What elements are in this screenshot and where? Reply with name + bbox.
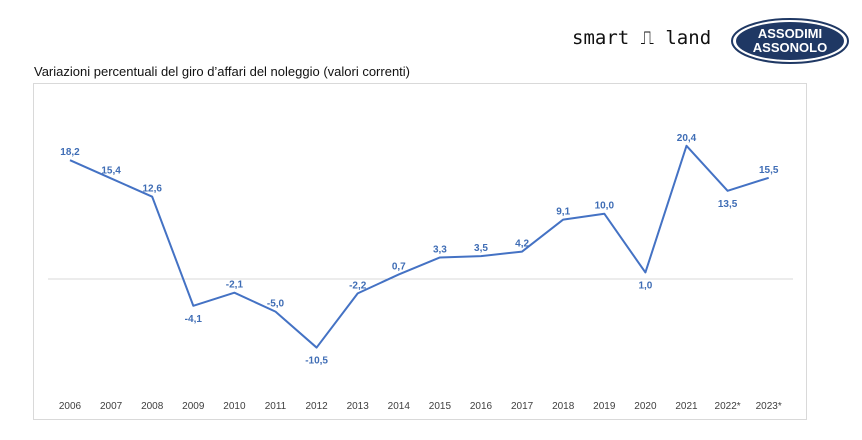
- x-axis-ticks: 2006 2007 2008 2009 2010 2011 2012 2013 2014 2015…: [59, 401, 782, 412]
- data-label: -5,0: [267, 299, 285, 310]
- x-tick-label: 2023*: [756, 401, 782, 412]
- x-tick-label: 2007: [100, 401, 123, 412]
- data-label: 1,0: [638, 280, 652, 291]
- series-line: [69, 144, 770, 349]
- brand-name: smart ⎍ land: [572, 27, 712, 49]
- x-tick-label: 2009: [182, 401, 205, 412]
- x-tick-label: 2013: [347, 401, 370, 412]
- x-tick-label: 2022*: [715, 401, 741, 412]
- data-label: 0,7: [392, 261, 406, 272]
- x-tick-label: 2014: [388, 401, 411, 412]
- data-label: -2,1: [226, 280, 244, 291]
- plot-area: [33, 83, 807, 420]
- data-label: 4,2: [515, 239, 529, 250]
- data-labels: 18,2 15,4 12,6 -4,1 -2,1 -5,0 -10,5 -2,2 0,7 3,3 3…: [60, 133, 779, 367]
- x-tick-label: 2020: [634, 401, 657, 412]
- x-tick-label: 2015: [429, 401, 452, 412]
- data-label: 9,1: [556, 207, 570, 218]
- x-tick-label: 2011: [265, 401, 287, 412]
- data-label: 15,5: [759, 165, 779, 176]
- chart-title: Variazioni percentuali del giro d’affari…: [34, 64, 410, 79]
- data-label: -4,1: [185, 314, 203, 325]
- data-label: 12,6: [142, 184, 162, 195]
- x-tick-label: 2017: [511, 401, 534, 412]
- assodimi-logo: ASSODIMI ASSONOLO: [730, 17, 850, 70]
- x-tick-label: 2010: [223, 401, 246, 412]
- x-tick-label: 2008: [141, 401, 164, 412]
- x-tick-label: 2021: [675, 401, 698, 412]
- x-tick-label: 2018: [552, 401, 575, 412]
- data-label: 20,4: [677, 133, 697, 144]
- data-label: -10,5: [305, 356, 328, 367]
- data-label: -2,2: [349, 280, 367, 291]
- data-label: 15,4: [101, 165, 121, 176]
- data-label: 3,3: [433, 244, 447, 255]
- x-tick-label: 2016: [470, 401, 493, 412]
- logo-text-line2: ASSONOLO: [753, 40, 827, 55]
- data-label: 18,2: [60, 147, 80, 158]
- logo-text-line1: ASSODIMI: [758, 26, 822, 41]
- x-tick-label: 2006: [59, 401, 82, 412]
- data-label: 13,5: [718, 199, 738, 210]
- data-label: 3,5: [474, 243, 488, 254]
- x-tick-label: 2012: [305, 401, 328, 412]
- x-tick-label: 2019: [593, 401, 616, 412]
- data-label: 10,0: [595, 201, 615, 212]
